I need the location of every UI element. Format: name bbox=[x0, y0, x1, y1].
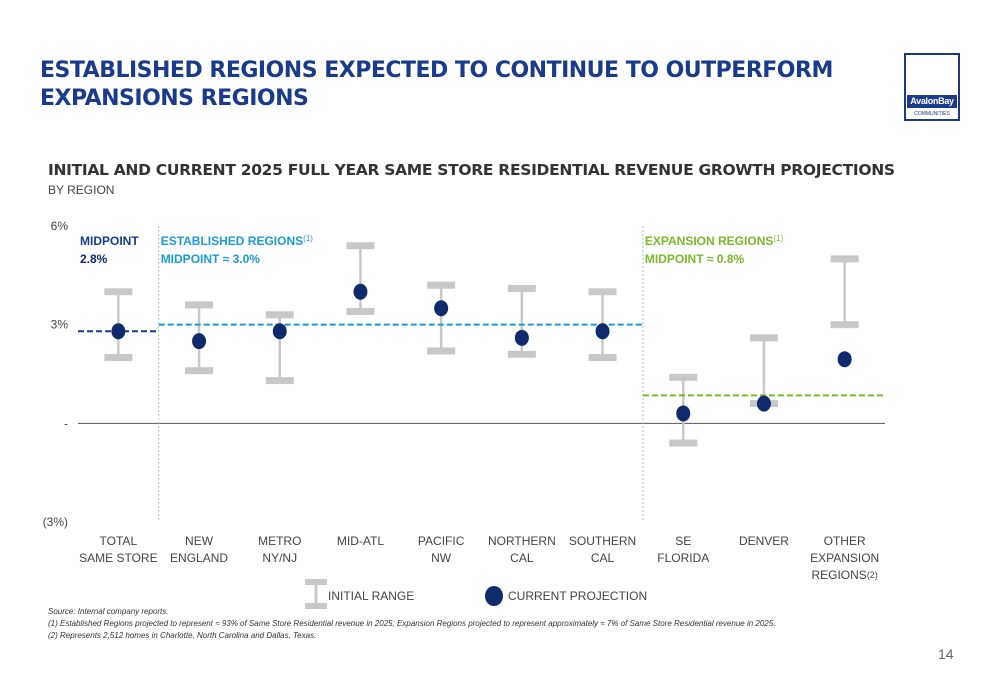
initial-range-high-cap bbox=[588, 288, 617, 296]
page-number: 14 bbox=[938, 646, 954, 662]
initial-range-low-cap bbox=[830, 321, 859, 329]
category-label: MID-ATL bbox=[337, 534, 384, 548]
current-projection-point bbox=[514, 329, 529, 346]
category-label: DENVER bbox=[739, 534, 789, 548]
slide-title: ESTABLISHED REGIONS EXPECTED TO CONTINUE… bbox=[40, 57, 840, 113]
initial-range-high-cap bbox=[830, 255, 859, 263]
initial-range-low-cap bbox=[669, 439, 698, 447]
initial-range-high-cap bbox=[185, 301, 214, 309]
midpoint-value: MIDPOINT ≈ 0.8% bbox=[645, 252, 745, 266]
initial-range-high-cap bbox=[669, 373, 698, 381]
category-label: FLORIDA bbox=[657, 551, 709, 565]
logo-subtext: COMMUNITIES bbox=[914, 111, 950, 117]
initial-range-high-cap bbox=[265, 311, 294, 319]
slide-title-line2: EXPANSIONS REGIONS bbox=[40, 86, 309, 111]
midpoint-label: EXPANSION REGIONS(1) bbox=[645, 234, 784, 248]
footnotes: Source: Internal company reports. (1) Es… bbox=[48, 606, 775, 642]
midpoint-value: MIDPOINT ≈ 3.0% bbox=[161, 252, 261, 266]
legend-label-current: CURRENT PROJECTION bbox=[508, 589, 648, 603]
current-projection-point bbox=[756, 395, 771, 412]
category-label: NEW bbox=[185, 534, 214, 548]
initial-range-high-cap bbox=[104, 288, 133, 296]
midpoint-label: MIDPOINT bbox=[80, 234, 139, 248]
footnote-2: (2) Represents 2,512 homes in Charlotte,… bbox=[48, 631, 317, 640]
chart-title: INITIAL AND CURRENT 2025 FULL YEAR SAME … bbox=[48, 161, 895, 179]
legend-range-cap-bottom bbox=[305, 603, 327, 609]
category-label: CAL bbox=[591, 551, 615, 565]
initial-range-high-cap bbox=[427, 281, 456, 289]
category-label: PACIFIC bbox=[418, 534, 465, 548]
y-tick-label: 6% bbox=[51, 219, 69, 233]
initial-range-low-cap bbox=[185, 367, 214, 375]
category-label: TOTAL bbox=[100, 534, 138, 548]
category-label: NORTHERN bbox=[488, 534, 556, 548]
category-label: METRO bbox=[258, 534, 301, 548]
category-label: SE bbox=[675, 534, 691, 548]
category-label: EXPANSION bbox=[810, 551, 879, 565]
legend-point-marker bbox=[485, 586, 503, 606]
current-projection-point bbox=[272, 323, 287, 340]
category-label: SAME STORE bbox=[79, 551, 157, 565]
y-tick-label: (3%) bbox=[43, 515, 68, 529]
slide-title-line1: ESTABLISHED REGIONS EXPECTED TO CONTINUE… bbox=[40, 58, 833, 83]
category-label: REGIONS(2) bbox=[811, 568, 877, 582]
current-projection-point bbox=[434, 300, 449, 317]
category-label: NW bbox=[431, 551, 452, 565]
initial-range-high-cap bbox=[346, 242, 375, 250]
initial-range-low-cap bbox=[427, 347, 456, 355]
initial-range-low-cap bbox=[507, 350, 536, 358]
current-projection-point bbox=[837, 351, 852, 368]
category-label: SOUTHERN bbox=[569, 534, 636, 548]
chart-subtitle: BY REGION bbox=[48, 183, 115, 197]
initial-range-low-cap bbox=[346, 308, 375, 316]
midpoint-value: 2.8% bbox=[80, 252, 108, 266]
legend-label-range: INITIAL RANGE bbox=[328, 589, 415, 603]
current-projection-point bbox=[111, 323, 126, 340]
y-tick-label: 3% bbox=[51, 318, 69, 332]
category-label: NY/NJ bbox=[262, 551, 297, 565]
logo-wordmark: AvalonBay bbox=[907, 95, 957, 108]
category-label: CAL bbox=[510, 551, 534, 565]
company-logo: AvalonBay COMMUNITIES bbox=[904, 53, 960, 121]
footnote-source: Source: Internal company reports. bbox=[48, 607, 169, 616]
current-projection-point bbox=[192, 333, 207, 350]
initial-range-high-cap bbox=[507, 284, 536, 292]
category-label: ENGLAND bbox=[170, 551, 228, 565]
footnote-1: (1) Established Regions projected to rep… bbox=[48, 619, 776, 628]
y-tick-label: - bbox=[64, 416, 68, 430]
initial-range-low-cap bbox=[104, 354, 133, 362]
current-projection-point bbox=[595, 323, 610, 340]
initial-range-low-cap bbox=[588, 354, 617, 362]
midpoint-label: ESTABLISHED REGIONS(1) bbox=[161, 234, 314, 248]
category-label: OTHER bbox=[824, 534, 866, 548]
initial-range-high-cap bbox=[749, 334, 778, 342]
initial-range-low-cap bbox=[265, 377, 294, 385]
current-projection-point bbox=[676, 405, 691, 422]
current-projection-point bbox=[353, 283, 368, 300]
